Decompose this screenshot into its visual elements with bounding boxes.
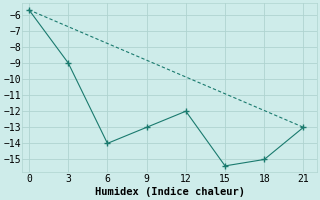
- X-axis label: Humidex (Indice chaleur): Humidex (Indice chaleur): [94, 186, 244, 197]
